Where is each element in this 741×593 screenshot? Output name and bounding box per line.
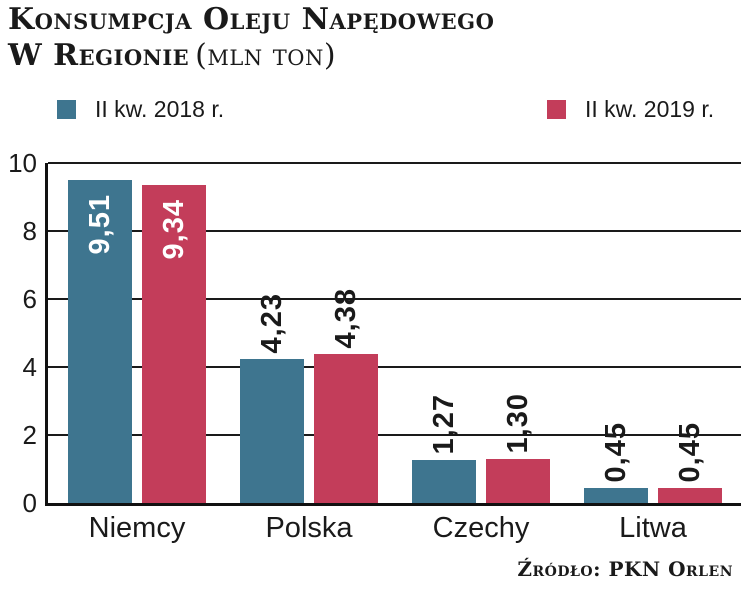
value-label-2018-litwa: 0,45 <box>599 421 632 482</box>
y-tick-label-8: 8 <box>22 216 37 246</box>
value-label-wrap-2019-polska: 4,38 <box>314 288 378 348</box>
y-tick-label-10: 10 <box>8 148 37 178</box>
legend-label-2018: II kw. 2018 r. <box>95 96 225 122</box>
gridline-y8 <box>48 230 741 232</box>
bar-2018-niemcy <box>68 180 132 503</box>
value-label-2018-polska: 4,23 <box>255 292 288 353</box>
value-label-wrap-2018-polska: 4,23 <box>240 293 304 353</box>
y-tick-label-6: 6 <box>22 284 37 314</box>
chart-title-line2: W Regionie <box>8 38 190 73</box>
legend-swatch-2019-icon <box>547 100 566 119</box>
category-label-niemcy: Niemcy <box>88 512 186 544</box>
bar-2018-polska <box>240 359 304 503</box>
source-credit: Źródło: PKN Orlen <box>517 557 733 581</box>
bar-2019-czechy <box>486 459 550 503</box>
y-tick-label-2: 2 <box>22 420 37 450</box>
legend-item-2018: II kw. 2018 r. <box>57 98 224 121</box>
bar-2018-czechy <box>412 460 476 503</box>
value-label-wrap-2018-litwa: 0,45 <box>584 422 648 482</box>
value-label-2019-niemcy: 9,34 <box>157 199 190 260</box>
y-tick-label-4: 4 <box>22 352 37 382</box>
category-label-litwa: Litwa <box>619 512 687 544</box>
chart-title-line1: Konsumpcja Oleju Napędowego <box>8 2 495 37</box>
value-label-2018-czechy: 1,27 <box>427 393 460 454</box>
legend-swatch-2018-icon <box>57 100 76 119</box>
bar-2019-niemcy <box>142 185 206 503</box>
chart-title-units: (mln ton) <box>195 38 337 73</box>
gridline-y6 <box>48 298 741 300</box>
bar-2019-polska <box>314 354 378 503</box>
chart-title: Konsumpcja Oleju Napędowego W Regionie (m… <box>8 2 494 74</box>
category-label-polska: Polska <box>265 512 353 544</box>
value-label-wrap-2019-czechy: 1,30 <box>486 393 550 453</box>
category-label-czechy: Czechy <box>432 512 530 544</box>
y-tick-label-0: 0 <box>22 488 37 518</box>
value-label-wrap-2018-niemcy: 9,51 <box>68 194 132 254</box>
plot-area: 9,51 9,34 Niemcy 4,23 4,38 Polska 1,27 1,30 Czec… <box>45 162 741 544</box>
value-label-wrap-2019-litwa: 0,45 <box>658 422 722 482</box>
gridline-y2 <box>48 434 741 436</box>
gridline-y10 <box>48 162 741 164</box>
value-label-2019-litwa: 0,45 <box>673 421 706 482</box>
legend-label-2019: II kw. 2019 r. <box>585 96 715 122</box>
value-label-2019-polska: 4,38 <box>329 287 362 348</box>
value-label-wrap-2019-niemcy: 9,34 <box>142 199 206 259</box>
value-label-wrap-2018-czechy: 1,27 <box>412 394 476 454</box>
bar-2018-litwa <box>584 488 648 503</box>
bar-2019-litwa <box>658 488 722 503</box>
value-label-2019-czechy: 1,30 <box>501 392 534 453</box>
legend-item-2019: II kw. 2019 r. <box>547 98 714 121</box>
gridline-y4 <box>48 366 741 368</box>
value-label-2018-niemcy: 9,51 <box>83 194 116 255</box>
